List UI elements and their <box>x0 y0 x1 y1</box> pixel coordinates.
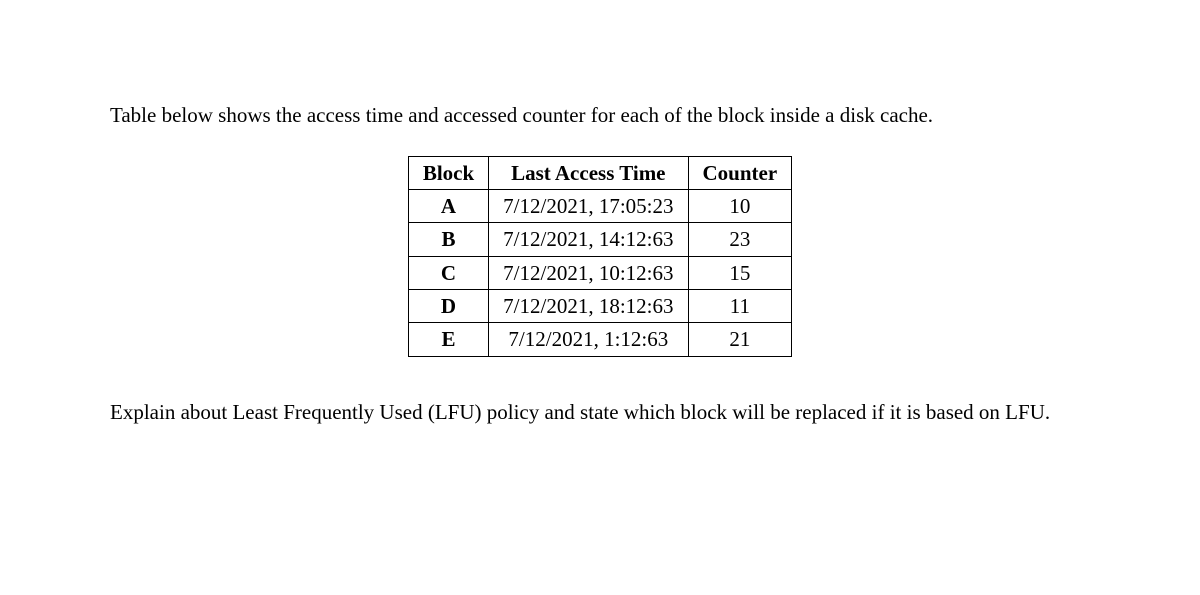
col-header-last-access-time: Last Access Time <box>489 156 688 189</box>
conclusion-paragraph: Explain about Least Frequently Used (LFU… <box>110 397 1090 429</box>
col-header-block: Block <box>408 156 488 189</box>
intro-paragraph: Table below shows the access time and ac… <box>110 100 1090 132</box>
cell-counter: 21 <box>688 323 792 356</box>
table-row: E 7/12/2021, 1:12:63 21 <box>408 323 791 356</box>
table-container: Block Last Access Time Counter A 7/12/20… <box>110 156 1090 357</box>
cell-counter: 15 <box>688 256 792 289</box>
cell-block: B <box>408 223 488 256</box>
cell-block: E <box>408 323 488 356</box>
col-header-counter: Counter <box>688 156 792 189</box>
cell-last-access-time: 7/12/2021, 1:12:63 <box>489 323 688 356</box>
cell-counter: 23 <box>688 223 792 256</box>
cell-last-access-time: 7/12/2021, 17:05:23 <box>489 189 688 222</box>
table-row: D 7/12/2021, 18:12:63 11 <box>408 289 791 322</box>
table-row: C 7/12/2021, 10:12:63 15 <box>408 256 791 289</box>
cell-block: A <box>408 189 488 222</box>
cell-last-access-time: 7/12/2021, 18:12:63 <box>489 289 688 322</box>
cache-table: Block Last Access Time Counter A 7/12/20… <box>408 156 792 357</box>
cell-counter: 10 <box>688 189 792 222</box>
cell-last-access-time: 7/12/2021, 10:12:63 <box>489 256 688 289</box>
cell-counter: 11 <box>688 289 792 322</box>
table-row: B 7/12/2021, 14:12:63 23 <box>408 223 791 256</box>
cell-block: C <box>408 256 488 289</box>
cell-last-access-time: 7/12/2021, 14:12:63 <box>489 223 688 256</box>
table-header-row: Block Last Access Time Counter <box>408 156 791 189</box>
cell-block: D <box>408 289 488 322</box>
table-row: A 7/12/2021, 17:05:23 10 <box>408 189 791 222</box>
